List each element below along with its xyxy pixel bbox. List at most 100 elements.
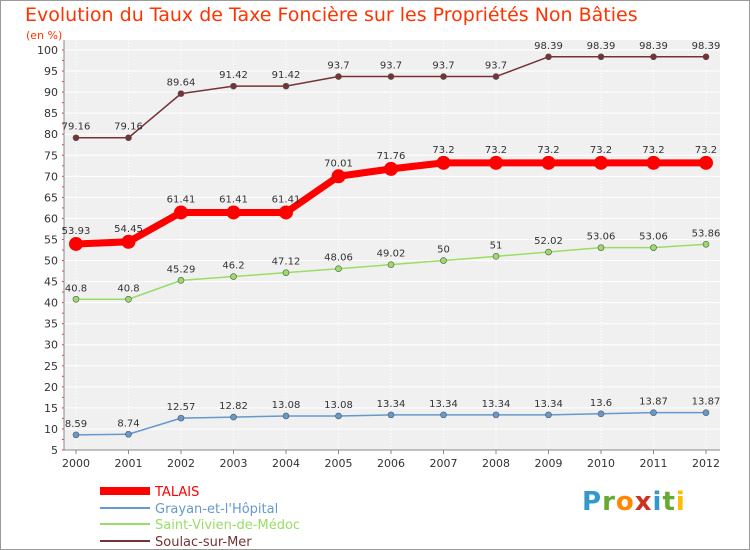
data-point	[646, 155, 661, 170]
data-label: 48.06	[324, 253, 353, 264]
data-point	[230, 413, 237, 421]
data-point	[121, 234, 136, 249]
data-point	[174, 205, 188, 220]
data-label: 40.8	[65, 283, 87, 294]
y-tick-label: 100	[37, 44, 58, 57]
data-label: 13.87	[639, 397, 668, 408]
data-label: 71.76	[377, 151, 406, 162]
data-point	[125, 430, 132, 438]
data-point	[545, 53, 552, 61]
x-tick-label: 2000	[62, 457, 90, 470]
x-tick-label: 2006	[377, 457, 405, 470]
data-point	[331, 169, 346, 184]
data-point	[545, 248, 552, 256]
data-point	[594, 155, 608, 170]
x-tick-label: 2003	[220, 457, 248, 470]
y-tick-label: 50	[44, 255, 58, 268]
data-label: 93.7	[485, 61, 507, 72]
data-point	[440, 73, 447, 80]
data-point	[492, 73, 500, 80]
data-label: 73.2	[485, 145, 507, 156]
data-label: 91.42	[272, 70, 301, 81]
y-tick-label: 40	[44, 297, 58, 310]
data-point	[177, 414, 185, 422]
x-tick-label: 2004	[272, 457, 300, 470]
x-tick-label: 2005	[325, 457, 353, 470]
data-label: 50	[437, 245, 450, 256]
y-tick-label: 75	[44, 149, 58, 162]
y-tick-label: 55	[44, 233, 58, 246]
data-point	[440, 257, 447, 264]
logo-letter: o	[615, 487, 635, 517]
data-label: 73.2	[695, 145, 717, 156]
data-label: 8.59	[65, 419, 87, 430]
data-label: 53.93	[62, 226, 91, 237]
data-label: 13.34	[429, 399, 458, 410]
logo-letter: r	[602, 487, 616, 517]
data-label: 45.29	[167, 264, 196, 275]
data-point	[597, 53, 605, 61]
data-point	[282, 269, 290, 276]
data-label: 40.8	[117, 283, 139, 294]
data-point	[72, 431, 80, 439]
legend-label: Grayan-et-l'Hôpital	[155, 502, 278, 517]
data-label: 13.08	[324, 400, 353, 411]
data-label: 91.42	[219, 70, 248, 81]
y-tick-label: 15	[44, 402, 58, 415]
y-tick-label: 80	[44, 128, 58, 141]
y-tick-label: 20	[44, 381, 58, 394]
data-point	[702, 240, 710, 248]
data-label: 98.39	[639, 41, 668, 52]
y-tick-label: 35	[44, 318, 58, 331]
data-point	[699, 155, 713, 170]
data-label: 46.2	[222, 261, 244, 272]
data-point	[384, 161, 398, 176]
data-point	[597, 410, 605, 418]
data-point	[492, 253, 500, 260]
data-label: 8.74	[117, 418, 139, 429]
data-label: 79.16	[114, 122, 143, 133]
data-point	[489, 155, 503, 170]
data-point	[282, 82, 290, 90]
data-label: 93.7	[432, 61, 454, 72]
data-label: 47.12	[272, 257, 301, 268]
data-point	[125, 134, 132, 142]
data-label: 49.02	[377, 249, 406, 260]
data-point	[541, 155, 556, 170]
data-label: 73.2	[642, 145, 664, 156]
x-tick-label: 2002	[167, 457, 195, 470]
data-label: 61.41	[167, 194, 196, 205]
x-tick-label: 2008	[482, 457, 510, 470]
data-point	[177, 90, 185, 97]
y-tick-label: 25	[44, 360, 58, 373]
legend-label: Soulac-sur-Mer	[155, 535, 252, 550]
data-point	[125, 295, 132, 303]
data-point	[279, 205, 293, 220]
chart-title: Evolution du Taux de Taxe Foncière sur l…	[25, 4, 638, 26]
data-label: 93.7	[327, 61, 349, 72]
data-label: 13.34	[482, 399, 511, 410]
data-label: 12.57	[167, 402, 196, 413]
data-label: 73.2	[537, 145, 559, 156]
logo-letter: i	[675, 487, 686, 517]
data-label: 61.41	[219, 194, 248, 205]
data-point	[650, 53, 657, 61]
legend-label: TALAIS	[154, 485, 199, 500]
x-tick-label: 2011	[640, 457, 668, 470]
logo-letter: x	[634, 487, 653, 517]
y-tick-label: 5	[51, 444, 58, 457]
data-point	[72, 134, 80, 142]
data-label: 93.7	[380, 61, 402, 72]
data-point	[492, 411, 500, 419]
data-label: 52.02	[534, 236, 563, 247]
logo-letter: i	[652, 487, 663, 517]
x-tick-label: 2001	[115, 457, 143, 470]
data-point	[387, 73, 395, 80]
data-point	[230, 273, 237, 280]
data-point	[226, 205, 241, 220]
logo-letter: P	[582, 487, 603, 517]
data-label: 51	[490, 240, 503, 251]
data-label: 13.34	[534, 399, 563, 410]
data-point	[335, 412, 342, 420]
